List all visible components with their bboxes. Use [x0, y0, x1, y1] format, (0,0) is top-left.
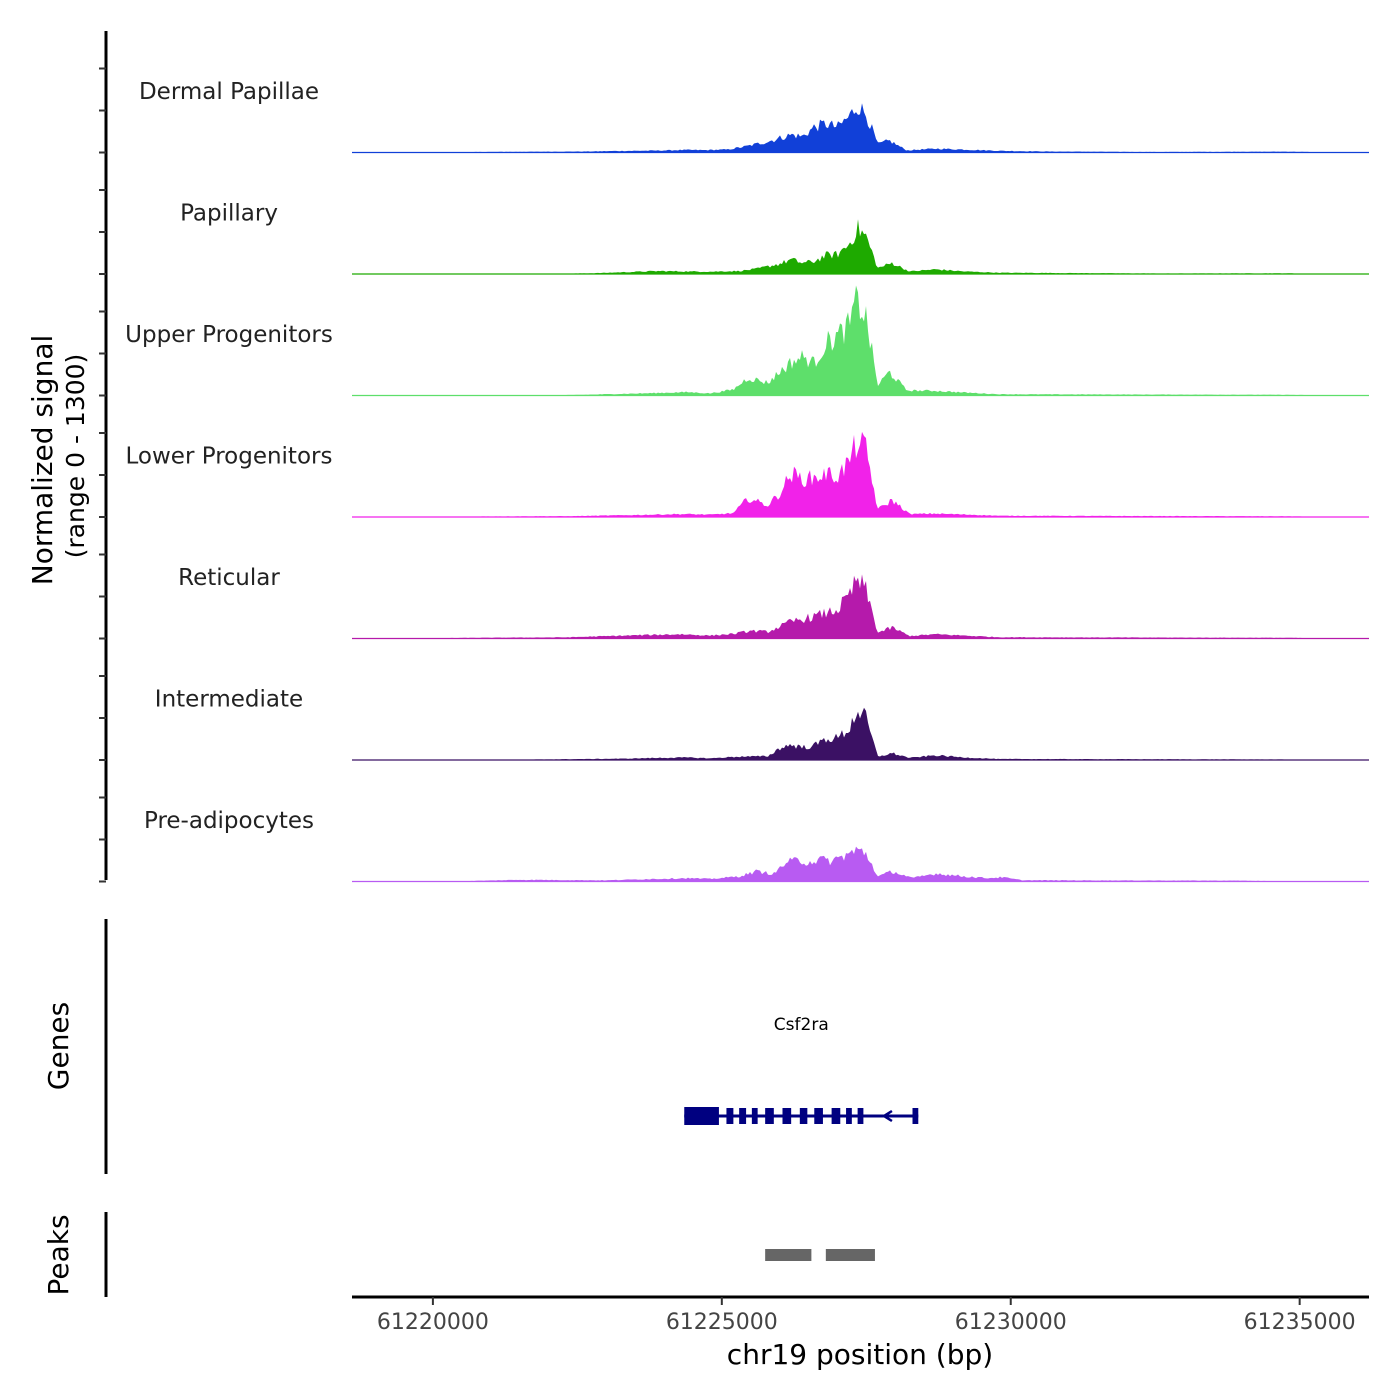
x-tick-label: 61220000 — [377, 1310, 489, 1335]
gene-exon — [814, 1108, 823, 1124]
coverage-y-axis-ticks — [99, 67, 106, 883]
signal-area-dermal-papillae — [352, 103, 1369, 153]
track-reticular: Reticular — [178, 565, 1369, 640]
x-axis-ticks: 61220000 61225000 61230000 61235000 — [377, 1297, 1356, 1335]
signal-area-lower-progenitors — [352, 431, 1369, 517]
x-tick-label: 61230000 — [955, 1310, 1067, 1335]
track-papillary: Papillary — [180, 201, 1369, 275]
track-lower-progenitors: Lower Progenitors — [126, 431, 1369, 518]
signal-area-pre-adipocytes — [352, 846, 1369, 882]
signal-area-upper-progenitors — [352, 285, 1369, 396]
gene-exon — [846, 1108, 852, 1124]
signal-area-reticular — [352, 574, 1369, 639]
y-axis-title-line1: Normalized signal — [26, 335, 59, 586]
gene-exon — [831, 1108, 841, 1124]
gene-csf2ra: Csf2ra — [684, 1015, 919, 1125]
track-label: Upper Progenitors — [125, 322, 333, 348]
gene-exon — [912, 1108, 919, 1124]
genes-track-label: Genes — [42, 1002, 75, 1090]
gene-exon — [684, 1107, 719, 1125]
x-tick-label: 61235000 — [1244, 1310, 1356, 1335]
track-dermal-papillae: Dermal Papillae — [139, 79, 1369, 154]
gene-exon — [726, 1108, 734, 1124]
peaks-track-label: Peaks — [42, 1214, 75, 1295]
gene-exon — [751, 1108, 758, 1124]
x-axis-title: chr19 position (bp) — [727, 1338, 993, 1371]
gene-exon — [799, 1108, 808, 1124]
track-label: Papillary — [180, 201, 278, 227]
genes-track: Csf2ra — [684, 1015, 919, 1125]
gene-exon — [857, 1108, 864, 1124]
gene-strand-chevron — [881, 1109, 893, 1123]
gene-name-label: Csf2ra — [774, 1015, 829, 1035]
track-pre-adipocytes: Pre-adipocytes — [144, 808, 1369, 883]
x-tick-label: 61225000 — [666, 1310, 778, 1335]
signal-area-intermediate — [352, 707, 1369, 760]
track-upper-progenitors: Upper Progenitors — [125, 285, 1369, 397]
y-axis-title-line2: (range 0 - 1300) — [61, 354, 90, 559]
track-label: Pre-adipocytes — [144, 808, 314, 834]
gene-exon — [765, 1108, 774, 1124]
track-intermediate: Intermediate — [155, 687, 1369, 761]
gene-exon — [739, 1108, 747, 1124]
gene-exon — [782, 1108, 792, 1124]
track-label: Lower Progenitors — [126, 444, 333, 470]
peak-region — [825, 1249, 875, 1261]
peak-region — [765, 1249, 812, 1261]
track-label: Dermal Papillae — [139, 79, 319, 105]
peaks-track — [765, 1249, 875, 1261]
track-label: Reticular — [178, 565, 280, 591]
coverage-tracks: Dermal Papillae Papillary Upper Progenitor… — [125, 79, 1369, 883]
signal-area-papillary — [352, 219, 1369, 274]
track-label: Intermediate — [155, 687, 303, 713]
